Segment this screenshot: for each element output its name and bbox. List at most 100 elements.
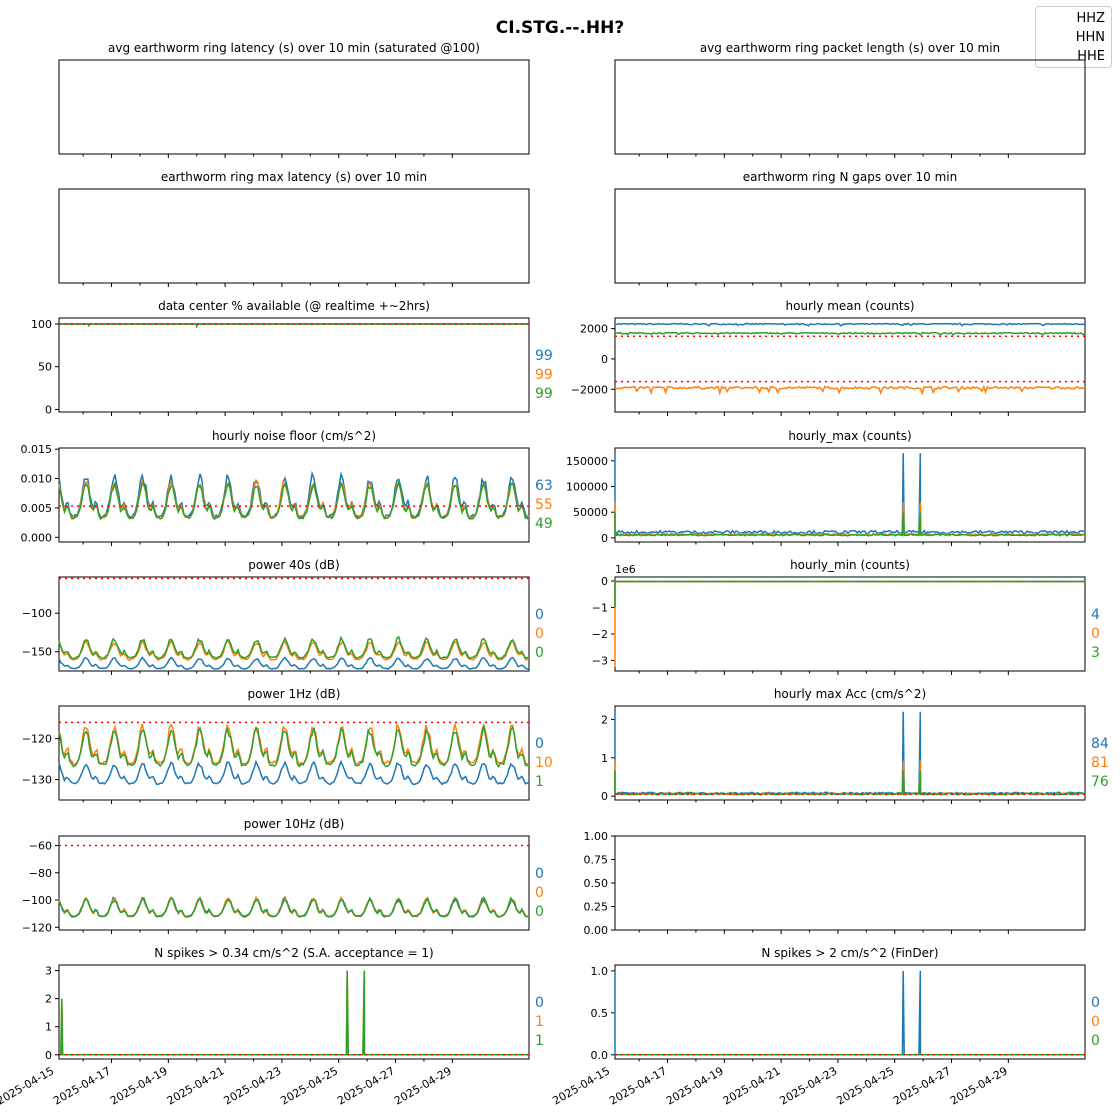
y-tick-label: 0.000	[21, 531, 53, 544]
y-tick-label: 0	[601, 575, 608, 588]
y-tick-label: 0.015	[21, 443, 53, 456]
axes-frame	[58, 447, 530, 543]
stat-label-hhn: 81	[1091, 755, 1109, 771]
stat-label-hhn: 1	[535, 1014, 544, 1030]
axes-frame	[58, 317, 530, 413]
stat-label-hhe: 3	[1091, 645, 1100, 661]
y-tick-label: 0.75	[584, 854, 609, 867]
y-tick-label: 0.010	[21, 473, 53, 486]
panel-pct_available: data center % available (@ realtime +~2h…	[31, 299, 553, 416]
x-tick-label: 2025-04-23	[778, 1064, 840, 1107]
series-line-hhe	[614, 580, 1085, 608]
stat-label-hhn: 0	[1091, 1014, 1100, 1030]
y-tick-label: 1	[601, 752, 608, 765]
panel-power_1hz: power 1Hz (dB) −120 −130 0 10 1	[22, 687, 553, 804]
y-tick-label: −2000	[571, 383, 608, 396]
panel-power_40s: power 40s (dB) −100 −150 0 0 0	[22, 558, 544, 675]
panel-spikes_2: N spikes > 2 cm/s^2 (FinDer) 0.0 0.5 1.0 202…	[550, 946, 1100, 1108]
stat-label-hhz: 84	[1091, 736, 1109, 752]
panel-power_10hz: power 10Hz (dB) −60 −80 −100 −120 0 0 0	[22, 817, 544, 934]
axes-frame	[58, 59, 530, 155]
series-line-hhn	[58, 638, 530, 662]
panel-title: hourly mean (counts)	[785, 299, 914, 313]
axes-frame	[58, 576, 530, 672]
series-line-hhz	[614, 322, 1086, 327]
axes-frame	[614, 964, 1086, 1060]
x-tick-label: 2025-04-29	[948, 1064, 1010, 1107]
y-tick-label: 0.005	[21, 502, 53, 515]
panel-title: power 1Hz (dB)	[248, 687, 341, 701]
stat-label-hhz: 0	[535, 995, 544, 1011]
y-tick-label: −100	[22, 607, 52, 620]
axes-frame	[614, 835, 1086, 931]
axes-frame	[614, 59, 1086, 155]
y-tick-label: 0	[601, 353, 608, 366]
panel-title: N spikes > 2 cm/s^2 (FinDer)	[761, 946, 938, 960]
series-line-hhn	[614, 384, 1086, 396]
panel-title: earthworm ring max latency (s) over 10 m…	[161, 170, 427, 184]
panel-noise_floor: hourly noise floor (cm/s^2) 0.000 0.005 0.0…	[21, 429, 553, 546]
series-line-hhe	[58, 725, 530, 769]
panel-max_acc: hourly max Acc (cm/s^2) 0 1 2 84 81 76	[601, 687, 1109, 804]
y-tick-label: −150	[22, 646, 52, 659]
axes-frame	[614, 188, 1086, 284]
x-tick-label: 2025-04-29	[392, 1064, 454, 1107]
x-tick-label: 2025-04-21	[165, 1064, 227, 1107]
y-tick-label: 0	[601, 790, 608, 803]
y-tick-label: −3	[592, 654, 608, 667]
y-tick-label: −80	[29, 867, 52, 880]
y-tick-label: 0.5	[591, 1007, 609, 1020]
series-line-hhz	[614, 580, 1086, 608]
series-line-hhz	[614, 711, 1086, 795]
series-line-hhz	[58, 656, 530, 670]
stat-label-hhz: 0	[535, 736, 544, 752]
stat-label-hhn: 99	[535, 367, 553, 383]
stat-label-hhe: 0	[1091, 1033, 1100, 1049]
panel-title: hourly noise floor (cm/s^2)	[212, 429, 376, 443]
series-line-hhz	[614, 970, 1085, 1056]
panel-empty_axes: 0.00 0.25 0.50 0.75 1.00	[584, 830, 1086, 937]
y-tick-label: 1.00	[584, 830, 609, 843]
y-tick-label: 100000	[566, 481, 608, 494]
stat-label-hhe: 0	[535, 645, 544, 661]
panel-hourly_max: hourly_max (counts) 0 50000 100000 150000	[566, 429, 1086, 546]
legend-hhn: HHN	[1075, 30, 1105, 45]
x-tick-label: 2025-04-27	[335, 1064, 397, 1107]
panel-hourly_min: hourly_min (counts) 0 −1 −2 −3 1e6 4 0 3	[592, 558, 1100, 675]
y-tick-label: 2000	[580, 323, 608, 336]
x-tick-label: 2025-04-19	[664, 1064, 726, 1107]
axes-frame	[58, 188, 530, 284]
y-tick-label: 0.50	[584, 877, 609, 890]
axes-frame	[614, 705, 1086, 801]
x-tick-label: 2025-04-23	[222, 1064, 284, 1107]
series-line-hhn	[614, 760, 1086, 796]
stat-label-hhz: 0	[1091, 995, 1100, 1011]
panel-spikes_034: N spikes > 0.34 cm/s^2 (S.A. acceptance …	[0, 946, 544, 1108]
x-tick-label: 2025-04-25	[834, 1064, 896, 1107]
series-line-hhn	[614, 580, 1086, 667]
legend-hhz: HHZ	[1076, 11, 1105, 26]
series-line-hhn	[59, 970, 529, 1056]
series-line-hhz	[614, 453, 1086, 536]
y-tick-label: 1.0	[591, 965, 609, 978]
x-tick-label: 2025-04-17	[51, 1064, 113, 1107]
y-tick-label: −130	[22, 774, 52, 787]
y-tick-label: −60	[29, 840, 52, 853]
y-tick-label: −2	[592, 628, 608, 641]
panel-title: earthworm ring N gaps over 10 min	[743, 170, 957, 184]
stat-label-hhz: 4	[1091, 607, 1100, 623]
series-line-hhe	[58, 635, 530, 660]
y-tick-label: 0.25	[584, 901, 609, 914]
y-tick-label: 0	[45, 1049, 52, 1062]
x-tick-label: 2025-04-27	[891, 1064, 953, 1107]
stat-label-hhn: 0	[1091, 626, 1100, 642]
y-tick-label: −100	[22, 894, 52, 907]
panel-title: avg earthworm ring packet length (s) ove…	[700, 41, 1000, 55]
y-tick-label: 150000	[566, 455, 608, 468]
panel-title: N spikes > 0.34 cm/s^2 (S.A. acceptance …	[154, 946, 433, 960]
series-line-hhe	[614, 512, 1086, 537]
y-tick-label: 0.0	[591, 1049, 609, 1062]
panel-title: hourly max Acc (cm/s^2)	[774, 687, 926, 701]
stat-label-hhn: 0	[535, 885, 544, 901]
